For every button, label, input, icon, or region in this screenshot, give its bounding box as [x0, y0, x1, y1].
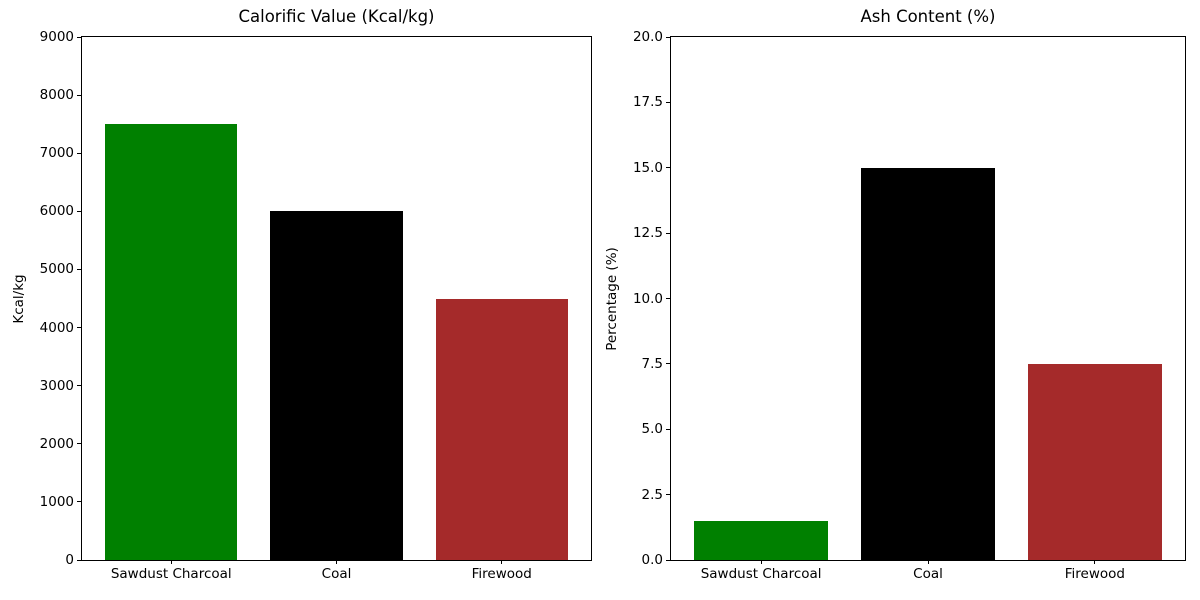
- chart-title: Ash Content (%): [860, 7, 996, 26]
- x-tick-mark: [336, 560, 337, 564]
- y-tick-label: 6000: [39, 203, 74, 220]
- calorific-value-chart: Calorific Value (Kcal/kg) Kcal/kg 0 1000 2…: [11, 7, 592, 582]
- y-tick-mark: [77, 94, 81, 96]
- x-tick-label: Firewood: [471, 566, 532, 582]
- y-tick-label: 17.5: [632, 94, 663, 111]
- y-tick-mark: [666, 36, 670, 38]
- bar-coal: [861, 167, 995, 560]
- bar-firewood: [435, 298, 568, 560]
- x-tick-mark: [501, 560, 503, 564]
- y-tick-label: 0: [65, 552, 74, 568]
- y-tick-label: 20.0: [632, 29, 663, 45]
- y-tick-mark: [666, 428, 670, 430]
- y-tick-mark: [666, 101, 670, 103]
- x-tick-mark: [760, 560, 762, 564]
- y-tick-label: 12.5: [632, 225, 663, 242]
- y-tick-label: 9000: [39, 29, 74, 45]
- y-tick-mark: [666, 559, 670, 561]
- y-tick-label: 5000: [39, 261, 74, 278]
- y-tick-label: 7000: [39, 145, 74, 162]
- y-tick-label: 15.0: [632, 159, 663, 176]
- y-tick-mark: [666, 232, 670, 234]
- y-tick-mark: [77, 559, 81, 561]
- y-tick-label: 0.0: [641, 552, 663, 568]
- y-tick-mark: [77, 327, 81, 329]
- bar-firewood: [1028, 363, 1162, 560]
- x-tick-label: Coal: [913, 566, 943, 582]
- bar-sawdust-charcoal: [105, 124, 238, 560]
- chart-title: Calorific Value (Kcal/kg): [238, 7, 435, 26]
- y-tick-mark: [77, 36, 81, 38]
- ash-content-chart: Ash Content (%) Percentage (%) 0.0 2.5 5.0…: [604, 7, 1186, 582]
- y-tick-mark: [77, 385, 81, 387]
- y-tick-mark: [77, 268, 81, 270]
- x-tick-label: Sawdust Charcoal: [110, 566, 232, 582]
- y-tick-label: 3000: [39, 377, 74, 394]
- plot-area: 0.0 2.5 5.0 7.5 10.0 12.5 15.0 17.5 20.0 Sawdust …: [633, 29, 1186, 582]
- x-tick-label: Coal: [321, 566, 352, 582]
- y-tick-mark: [77, 501, 81, 503]
- plot-area: 0 1000 2000 3000 4000 5000 6000 7000 8000 9000 Saw…: [40, 29, 592, 582]
- x-tick-mark: [170, 560, 172, 564]
- bar-sawdust-charcoal: [694, 520, 828, 560]
- y-tick-mark: [77, 152, 81, 154]
- y-tick-label: 1000: [39, 493, 74, 510]
- y-tick-mark: [666, 363, 670, 365]
- y-tick-mark: [666, 298, 670, 299]
- y-tick-label: 7.5: [641, 355, 663, 372]
- y-tick-label: 2.5: [641, 486, 663, 503]
- y-tick-mark: [666, 167, 670, 169]
- bar-coal: [270, 211, 403, 560]
- y-tick-label: 4000: [39, 319, 74, 336]
- y-tick-mark: [77, 210, 81, 212]
- x-tick-mark: [927, 560, 929, 564]
- y-tick-mark: [666, 494, 670, 496]
- y-tick-mark: [77, 443, 81, 445]
- y-axis-label: Percentage (%): [604, 246, 620, 351]
- y-tick-label: 2000: [39, 435, 74, 452]
- y-tick-label: 8000: [39, 87, 74, 104]
- y-tick-label: 10.0: [632, 290, 663, 307]
- y-tick-label: 5.0: [641, 421, 663, 438]
- y-axis-label: Kcal/kg: [11, 273, 27, 324]
- x-tick-label: Firewood: [1064, 566, 1125, 582]
- x-tick-mark: [1094, 560, 1096, 564]
- x-tick-label: Sawdust Charcoal: [700, 566, 822, 582]
